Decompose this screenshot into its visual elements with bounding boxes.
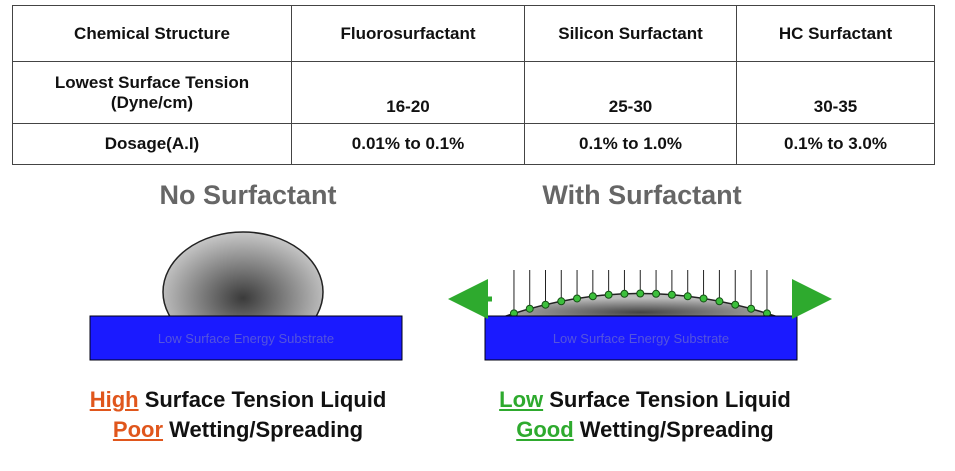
caption: Low Surface Tension Liquid Good Wetting/… <box>445 385 845 445</box>
spread-droplet <box>502 292 779 318</box>
header-cell: HC Surfactant <box>736 5 935 62</box>
panel-title: With Surfactant <box>542 180 741 210</box>
surfactant-head <box>620 289 629 298</box>
substrate-label: Low Surface Energy Substrate <box>553 331 729 346</box>
caption-text: Surface Tension Liquid <box>543 387 791 412</box>
surfactant-head <box>667 290 676 299</box>
caption-highlight: Poor <box>112 417 164 442</box>
substrate <box>484 315 798 361</box>
header-cell: Fluorosurfactant <box>291 5 525 62</box>
surfactant-head <box>557 297 566 306</box>
surfactant-head <box>683 292 692 301</box>
row-label-line: (Dyne/cm) <box>110 92 194 112</box>
caption-highlight: High <box>89 387 139 412</box>
substrate-label: Low Surface Energy Substrate <box>158 331 334 346</box>
caption-highlight: Good <box>516 417 574 442</box>
row-label: Dosage(A.I) <box>12 123 292 165</box>
surfactant-head <box>699 294 708 303</box>
surfactant-head <box>525 304 534 313</box>
panel-title: No Surfactant <box>159 180 336 210</box>
surfactant-head <box>573 294 582 303</box>
caption-text: Wetting/Spreading <box>573 417 774 442</box>
cell: 0.01% to 0.1% <box>291 123 525 165</box>
property-table: Chemical Structure Fluorosurfactant Sili… <box>12 5 935 165</box>
surfactant-head <box>588 292 597 301</box>
surfactant-head <box>541 300 550 309</box>
caption-highlight: Low <box>499 387 544 412</box>
surfactant-head <box>652 289 661 298</box>
droplet <box>162 231 324 317</box>
surfactant-head <box>604 290 613 299</box>
row-label: Lowest Surface Tension (Dyne/cm) <box>12 61 292 124</box>
row-label-line: Lowest Surface Tension <box>54 72 250 92</box>
cell: 25-30 <box>524 61 737 124</box>
cell: 30-35 <box>736 61 935 124</box>
surfactant-head <box>636 289 645 298</box>
caption: High Surface Tension Liquid Poor Wetting… <box>38 385 438 445</box>
caption-line: Poor Wetting/Spreading <box>38 415 438 445</box>
surfactant-head <box>747 304 756 313</box>
surfactant-head <box>715 297 724 306</box>
caption-line: Low Surface Tension Liquid <box>445 385 845 415</box>
header-cell: Chemical Structure <box>12 5 292 62</box>
substrate <box>89 315 403 361</box>
caption-line: Good Wetting/Spreading <box>445 415 845 445</box>
caption-text: Surface Tension Liquid <box>138 387 387 412</box>
caption-line: High Surface Tension Liquid <box>38 385 438 415</box>
cell: 0.1% to 1.0% <box>524 123 737 165</box>
caption-text: Wetting/Spreading <box>163 417 364 442</box>
surfactant-head <box>731 300 740 309</box>
cell: 0.1% to 3.0% <box>736 123 935 165</box>
surfactant-molecules <box>509 270 771 318</box>
